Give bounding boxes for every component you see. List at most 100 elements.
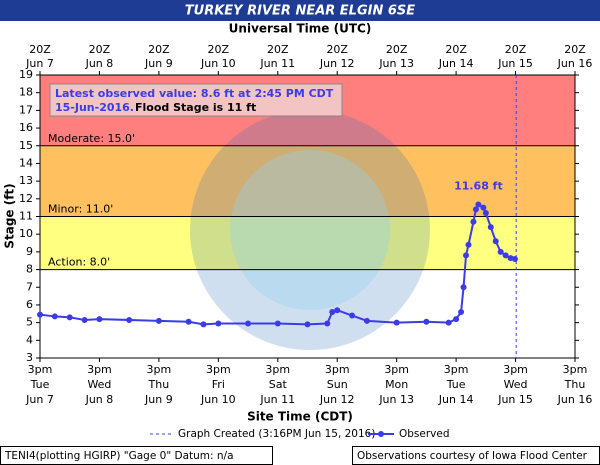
plot-area: Action: 8.0' Minor: 11.0' Moderate: 15.0' [36, 71, 579, 362]
x2-tick-label: Jun 11 [259, 57, 295, 70]
data-point [81, 316, 88, 323]
data-point [324, 320, 331, 327]
data-point [482, 209, 489, 216]
data-point [458, 309, 465, 316]
y-tick-label: 15 [19, 139, 33, 152]
x-tick-label: Mon [385, 378, 408, 391]
data-point [487, 224, 494, 231]
watermark [190, 110, 430, 350]
y-tick-label: 9 [26, 245, 33, 258]
data-point [475, 201, 482, 208]
data-point [492, 238, 499, 245]
x2-tick-label: Jun 7 [25, 57, 54, 70]
data-point [472, 206, 479, 213]
y-tick-label: 11 [19, 210, 33, 223]
data-point [329, 309, 336, 316]
x2-tick-label: 20Z [505, 43, 527, 56]
x-tick-label: Sun [327, 378, 348, 391]
data-point [453, 316, 460, 323]
data-point [304, 321, 311, 328]
data-point [511, 255, 518, 262]
x2-tick-label: 20Z [326, 43, 348, 56]
x2-tick-label: Jun 16 [557, 57, 593, 70]
x-tick-label: 3pm [325, 363, 350, 376]
x-tick-label: Thu [148, 378, 170, 391]
x2-tick-label: 20Z [29, 43, 51, 56]
x-tick-label: Jun 7 [25, 393, 54, 406]
x-axis-title: Site Time (CDT) [247, 410, 353, 424]
info-date: 15-Jun-2016. [55, 101, 134, 114]
data-point [480, 204, 487, 211]
data-point [66, 314, 73, 321]
x2-tick-label: 20Z [89, 43, 111, 56]
x-tick-label: Tue [30, 378, 50, 391]
x2-tick-label: 20Z [445, 43, 467, 56]
x2-tick-label: 20Z [386, 43, 408, 56]
data-point [334, 307, 341, 314]
chart-title: TURKEY RIVER NEAR ELGIN 6SE [185, 4, 415, 19]
x-tick-label: 3pm [206, 363, 231, 376]
flood-label: Minor: 11.0' [48, 203, 113, 216]
x2-tick-label: Jun 10 [200, 57, 236, 70]
x-tick-label: 3pm [563, 363, 588, 376]
data-point [155, 317, 162, 324]
x-tick-label: 3pm [265, 363, 290, 376]
footer-right: Observations courtesy of Iowa Flood Cent… [357, 450, 588, 462]
flood-band [40, 216, 575, 270]
data-point [245, 320, 252, 327]
data-point [497, 248, 504, 255]
flood-label: Action: 8.0' [48, 256, 110, 269]
data-point [463, 252, 470, 259]
x-tick-label: Jun 14 [438, 393, 474, 406]
x2-tick-label: Jun 13 [378, 57, 414, 70]
y-tick-label: 17 [19, 103, 33, 116]
x-tick-label: 3pm [87, 363, 112, 376]
x-tick-label: 3pm [147, 363, 172, 376]
watermark [230, 150, 390, 310]
data-point [126, 316, 133, 323]
x-tick-label: Jun 16 [557, 393, 593, 406]
x2-tick-label: Jun 14 [438, 57, 474, 70]
data-point [37, 311, 43, 318]
data-point [363, 317, 370, 324]
x2-tick-label: 20Z [148, 43, 170, 56]
y-tick-label: 3 [26, 351, 33, 364]
x2-axis-title: Universal Time (UTC) [229, 22, 372, 36]
legend-label: Observed [399, 428, 450, 440]
data-point [470, 218, 477, 225]
legend-swatch [378, 431, 384, 437]
data-point [502, 252, 509, 259]
y-tick-label: 5 [26, 316, 33, 329]
y-tick-label: 18 [19, 86, 33, 99]
peak-label: 11.68 ft [454, 179, 503, 192]
x-tick-label: Jun 12 [319, 393, 355, 406]
x2-tick-label: Jun 9 [144, 57, 173, 70]
data-point [423, 318, 430, 325]
x-tick-label: Jun 15 [497, 393, 533, 406]
y-tick-label: 4 [26, 333, 33, 346]
data-point [349, 312, 356, 319]
y-tick-label: 8 [26, 263, 33, 276]
x-tick-label: Thu [564, 378, 586, 391]
data-point [274, 320, 281, 327]
x-tick-label: 3pm [384, 363, 409, 376]
y-tick-label: 16 [19, 121, 33, 134]
data-point [460, 284, 467, 291]
x-tick-label: Wed [504, 378, 528, 391]
flood-band [40, 145, 575, 217]
data-point [215, 320, 222, 327]
x-tick-label: Tue [446, 378, 466, 391]
data-point [51, 313, 58, 320]
x-tick-label: Wed [87, 378, 111, 391]
x-tick-label: Jun 9 [144, 393, 173, 406]
footer-left: TENI4(plotting HGIRP) "Gage 0" Datum: n/… [4, 450, 234, 462]
data-point [96, 316, 103, 323]
title-bar [0, 0, 600, 21]
x2-tick-label: Jun 8 [85, 57, 114, 70]
x-tick-label: Jun 10 [200, 393, 236, 406]
y-axis-title: Stage (ft) [3, 183, 17, 248]
info-flood-note: Flood Stage is 11 ft [135, 101, 256, 114]
y-tick-label: 13 [19, 174, 33, 187]
x2-tick-label: 20Z [267, 43, 289, 56]
